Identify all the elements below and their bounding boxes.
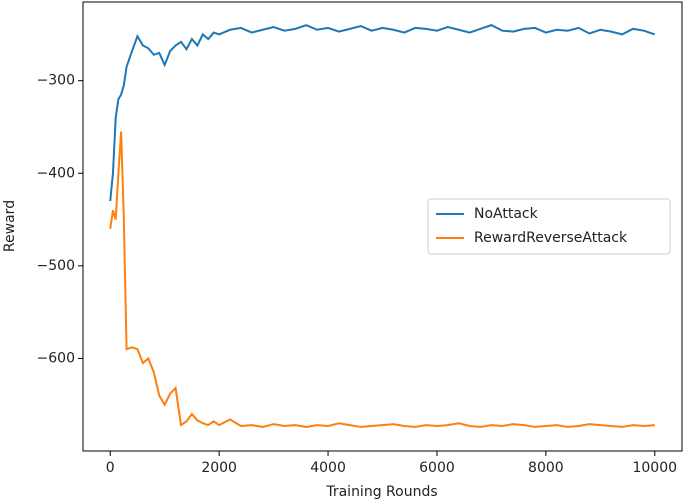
y-tick-label: −600 — [37, 350, 75, 366]
y-tick-label: −400 — [37, 165, 75, 181]
x-axis-label: Training Rounds — [325, 484, 437, 500]
x-tick-label: 6000 — [419, 460, 455, 476]
series-line — [109, 131, 655, 428]
legend-label: RewardReverseAttack — [474, 230, 628, 246]
legend-box — [427, 198, 671, 255]
y-tick-label: −300 — [37, 73, 75, 89]
x-tick-label: 4000 — [310, 460, 346, 476]
x-tick-label: 0 — [106, 460, 115, 476]
x-tick-label: 8000 — [528, 460, 564, 476]
series-line — [109, 24, 656, 202]
plot-frame — [82, 1, 683, 452]
x-tick-label: 2000 — [201, 460, 237, 476]
legend-label: NoAttack — [474, 206, 539, 222]
y-axis-label: Reward — [2, 200, 18, 252]
x-tick-label: 10000 — [632, 460, 677, 476]
y-tick-label: −500 — [37, 258, 75, 274]
